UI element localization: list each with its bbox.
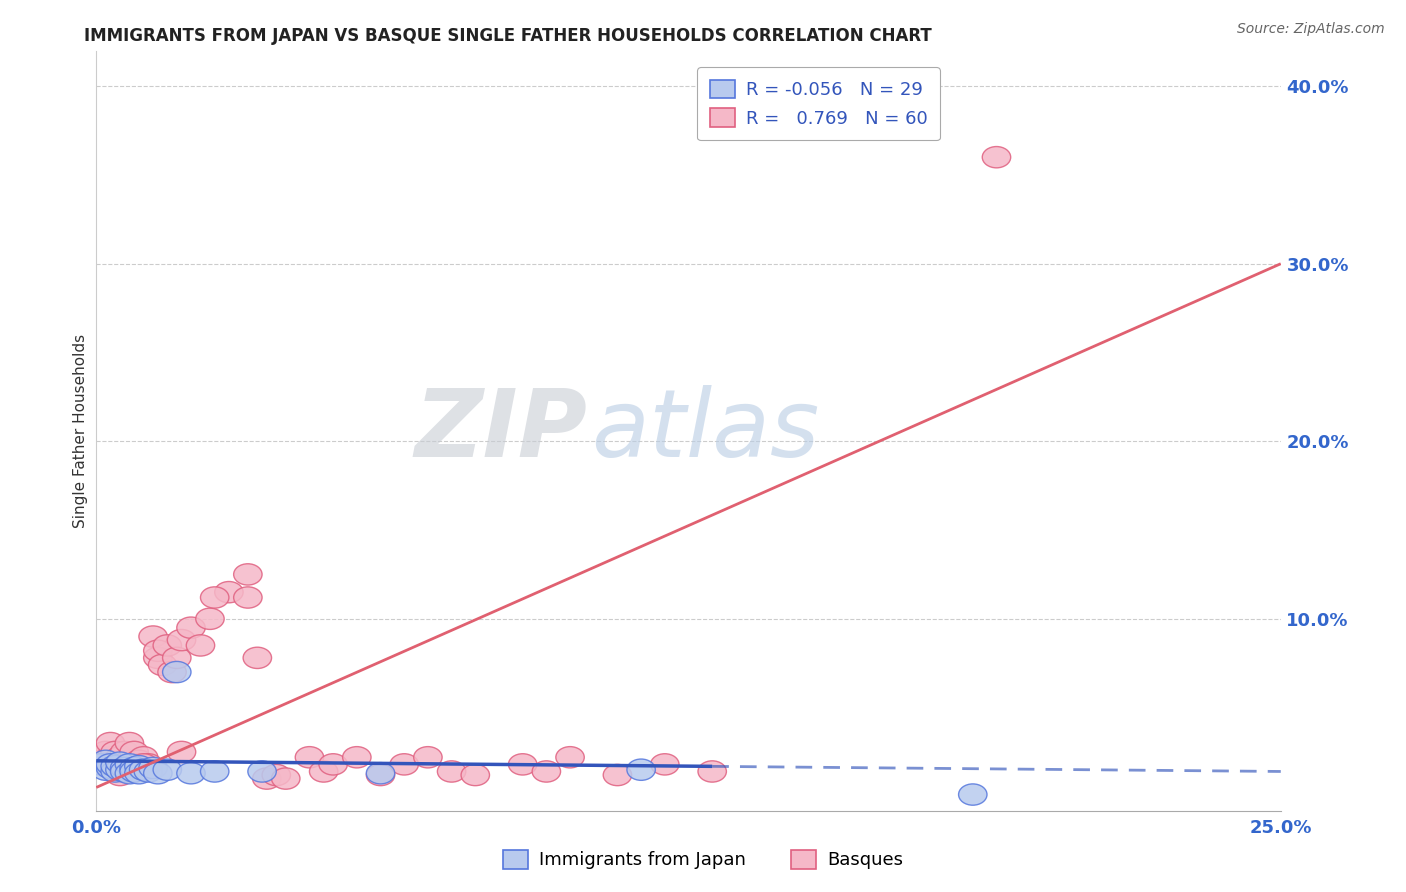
- Ellipse shape: [111, 741, 139, 763]
- Ellipse shape: [115, 732, 143, 754]
- Ellipse shape: [461, 764, 489, 786]
- Ellipse shape: [111, 757, 139, 779]
- Ellipse shape: [101, 754, 129, 775]
- Ellipse shape: [125, 750, 153, 772]
- Ellipse shape: [115, 754, 143, 775]
- Ellipse shape: [125, 754, 153, 775]
- Y-axis label: Single Father Households: Single Father Households: [73, 334, 89, 528]
- Text: ZIP: ZIP: [415, 384, 588, 476]
- Legend: R = -0.056   N = 29, R =   0.769   N = 60: R = -0.056 N = 29, R = 0.769 N = 60: [697, 67, 941, 140]
- Ellipse shape: [437, 761, 465, 782]
- Ellipse shape: [143, 648, 172, 668]
- Ellipse shape: [167, 630, 195, 651]
- Ellipse shape: [697, 761, 727, 782]
- Ellipse shape: [177, 617, 205, 639]
- Ellipse shape: [96, 732, 125, 754]
- Ellipse shape: [295, 747, 323, 768]
- Ellipse shape: [111, 761, 139, 782]
- Ellipse shape: [201, 761, 229, 782]
- Ellipse shape: [413, 747, 441, 768]
- Ellipse shape: [959, 784, 987, 805]
- Ellipse shape: [555, 747, 585, 768]
- Ellipse shape: [91, 759, 120, 780]
- Ellipse shape: [96, 757, 125, 779]
- Ellipse shape: [271, 768, 299, 789]
- Ellipse shape: [120, 741, 149, 763]
- Ellipse shape: [186, 635, 215, 657]
- Ellipse shape: [233, 564, 262, 585]
- Ellipse shape: [87, 754, 115, 775]
- Ellipse shape: [627, 759, 655, 780]
- Ellipse shape: [531, 761, 561, 782]
- Ellipse shape: [389, 754, 419, 775]
- Ellipse shape: [343, 747, 371, 768]
- Ellipse shape: [129, 747, 157, 768]
- Ellipse shape: [367, 764, 395, 786]
- Ellipse shape: [253, 768, 281, 789]
- Ellipse shape: [309, 761, 337, 782]
- Ellipse shape: [125, 763, 153, 784]
- Ellipse shape: [215, 582, 243, 603]
- Text: IMMIGRANTS FROM JAPAN VS BASQUE SINGLE FATHER HOUSEHOLDS CORRELATION CHART: IMMIGRANTS FROM JAPAN VS BASQUE SINGLE F…: [84, 27, 932, 45]
- Ellipse shape: [105, 747, 134, 768]
- Ellipse shape: [247, 761, 277, 782]
- Ellipse shape: [153, 635, 181, 657]
- Ellipse shape: [96, 754, 125, 775]
- Ellipse shape: [153, 759, 181, 780]
- Ellipse shape: [120, 754, 149, 775]
- Ellipse shape: [319, 754, 347, 775]
- Ellipse shape: [143, 763, 172, 784]
- Text: atlas: atlas: [592, 385, 820, 476]
- Ellipse shape: [105, 752, 134, 773]
- Ellipse shape: [139, 626, 167, 648]
- Ellipse shape: [167, 741, 195, 763]
- Ellipse shape: [87, 750, 115, 772]
- Ellipse shape: [195, 608, 224, 630]
- Ellipse shape: [243, 648, 271, 668]
- Ellipse shape: [509, 754, 537, 775]
- Ellipse shape: [91, 741, 120, 763]
- Ellipse shape: [115, 763, 143, 784]
- Ellipse shape: [91, 750, 120, 772]
- Ellipse shape: [163, 661, 191, 682]
- Ellipse shape: [115, 750, 143, 772]
- Ellipse shape: [139, 757, 167, 779]
- Ellipse shape: [96, 757, 125, 779]
- Ellipse shape: [120, 761, 149, 782]
- Ellipse shape: [651, 754, 679, 775]
- Ellipse shape: [201, 587, 229, 608]
- Ellipse shape: [96, 747, 125, 768]
- Ellipse shape: [105, 759, 134, 780]
- Text: Source: ZipAtlas.com: Source: ZipAtlas.com: [1237, 22, 1385, 37]
- Ellipse shape: [129, 759, 157, 780]
- Ellipse shape: [603, 764, 631, 786]
- Ellipse shape: [367, 763, 395, 784]
- Ellipse shape: [983, 146, 1011, 168]
- Legend: Immigrants from Japan, Basques: Immigrants from Japan, Basques: [494, 841, 912, 879]
- Ellipse shape: [105, 759, 134, 780]
- Ellipse shape: [91, 754, 120, 775]
- Ellipse shape: [233, 587, 262, 608]
- Ellipse shape: [101, 756, 129, 777]
- Ellipse shape: [143, 640, 172, 661]
- Ellipse shape: [125, 756, 153, 777]
- Ellipse shape: [129, 754, 157, 775]
- Ellipse shape: [129, 759, 157, 780]
- Ellipse shape: [262, 764, 291, 786]
- Ellipse shape: [101, 741, 129, 763]
- Ellipse shape: [111, 754, 139, 775]
- Ellipse shape: [105, 764, 134, 786]
- Ellipse shape: [120, 757, 149, 779]
- Ellipse shape: [163, 648, 191, 668]
- Ellipse shape: [115, 761, 143, 782]
- Ellipse shape: [157, 661, 186, 682]
- Ellipse shape: [134, 761, 163, 782]
- Ellipse shape: [177, 763, 205, 784]
- Ellipse shape: [149, 655, 177, 675]
- Ellipse shape: [134, 754, 163, 775]
- Ellipse shape: [101, 761, 129, 782]
